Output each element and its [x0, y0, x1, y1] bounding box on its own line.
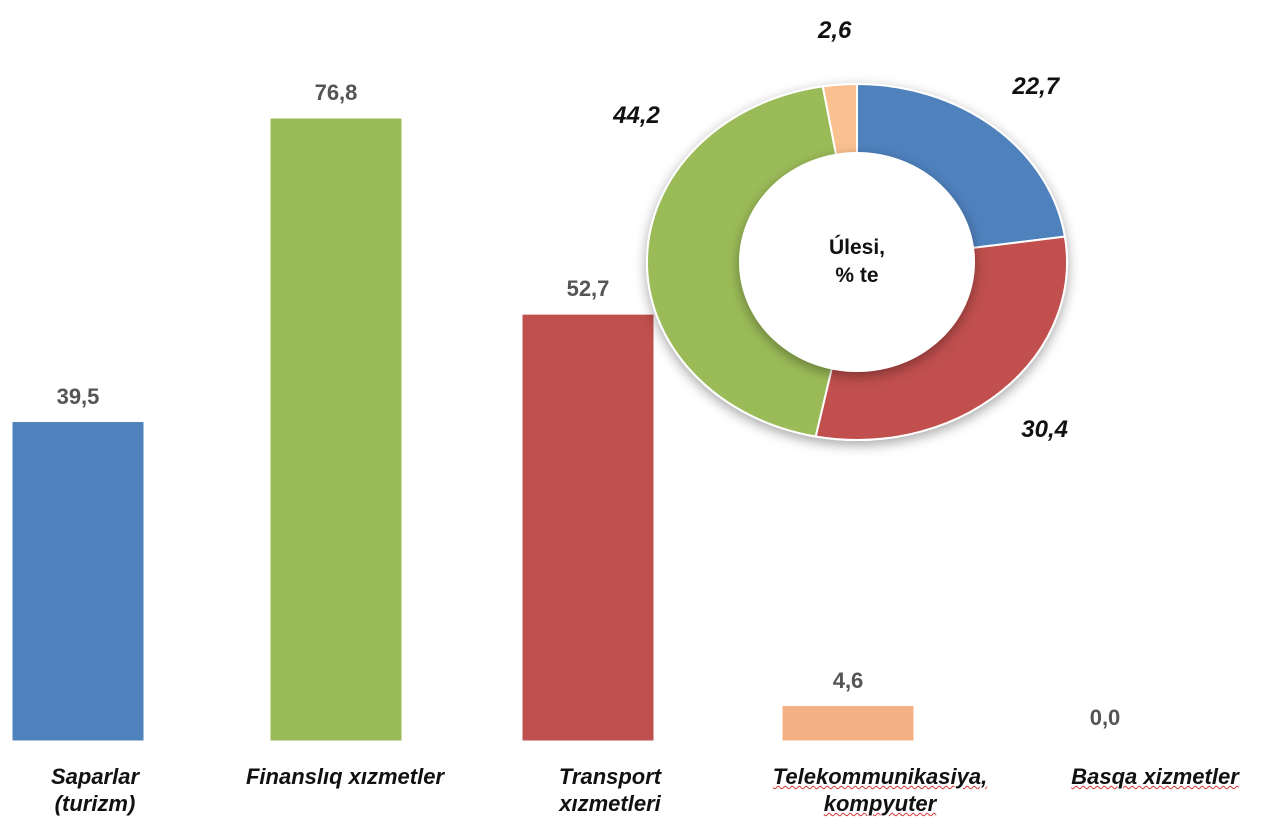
pie-value-label: 2,6	[818, 17, 852, 45]
bar	[519, 311, 657, 744]
category-label: Transport xızmetleri	[558, 764, 662, 816]
bar	[267, 115, 405, 744]
pie-value-label: 44,2	[613, 102, 660, 130]
pie-title: Úlesi, % te	[828, 236, 886, 287]
category-label: Finanslıq xızmetler	[245, 764, 445, 789]
pie-value-label: 22,7	[1012, 73, 1060, 101]
category-label: Basqa xizmetler	[1071, 764, 1239, 789]
value-label: 39,5	[56, 383, 100, 409]
category-label: Saparlar (turizm)	[50, 764, 140, 816]
category-label: Telekommunikasiya, kompyuter	[772, 764, 988, 816]
value-label: 76,8	[314, 80, 358, 105]
value-label: 0,0	[1089, 705, 1121, 730]
value-label: 52,7	[566, 276, 610, 302]
bar	[779, 703, 917, 744]
bar	[9, 419, 147, 744]
donut-hole	[739, 152, 975, 372]
value-label: 4,6	[832, 667, 864, 693]
pie-value-label: 30,4	[1021, 416, 1068, 444]
